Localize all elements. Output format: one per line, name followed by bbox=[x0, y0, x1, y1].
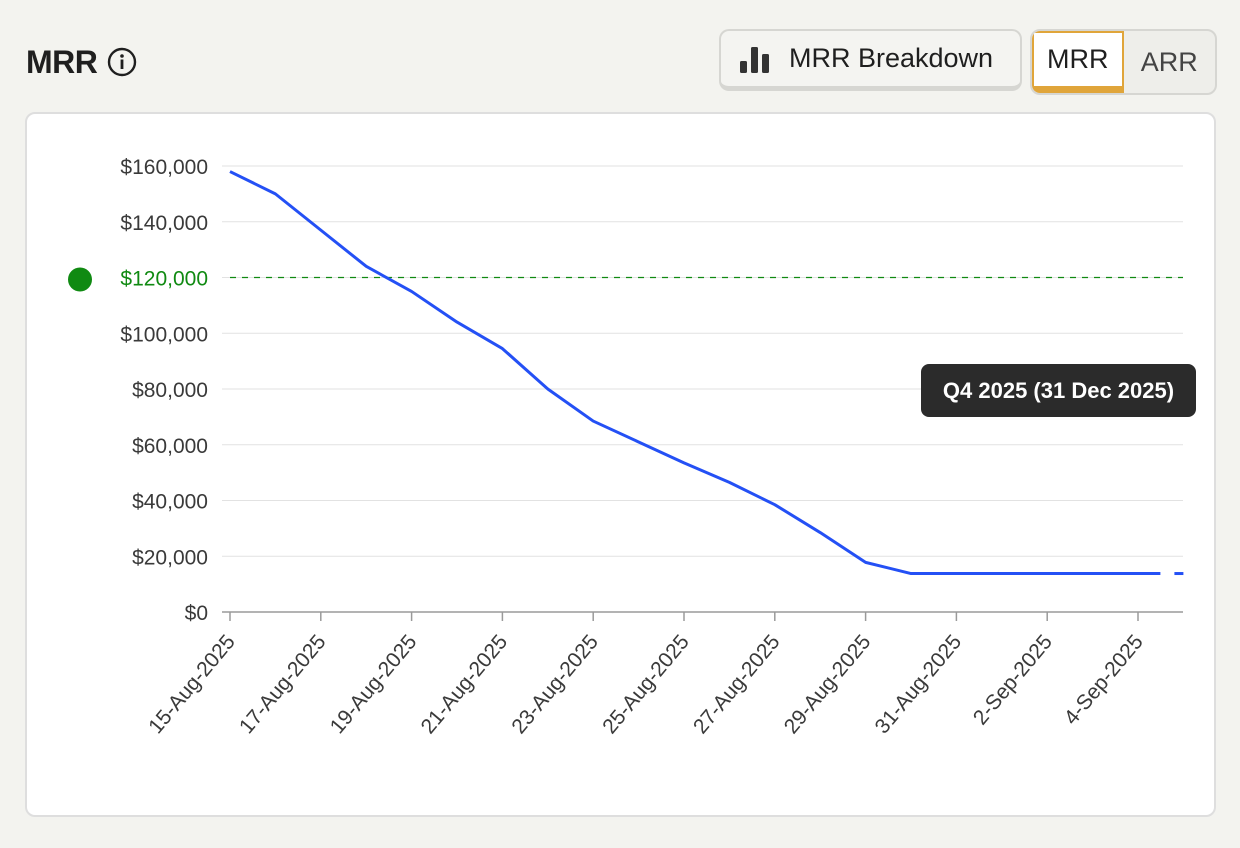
y-tick-label: $80,000 bbox=[132, 379, 208, 402]
target-marker-dot bbox=[68, 267, 92, 292]
x-tick-label: 25-Aug-2025 bbox=[598, 630, 694, 738]
bar-chart-icon bbox=[739, 44, 771, 74]
x-tick-label: 27-Aug-2025 bbox=[689, 630, 785, 738]
x-tick-label: 29-Aug-2025 bbox=[780, 630, 876, 738]
mrr-line-chart: $0 $20,000 $40,000 $60,000 $80,000 $100,000 $1… bbox=[68, 156, 1184, 738]
toggle-arr[interactable]: ARR bbox=[1140, 46, 1198, 77]
y-tick-label: $140,000 bbox=[120, 212, 208, 235]
x-tick-label: 31-Aug-2025 bbox=[871, 630, 967, 738]
x-tick-label: 17-Aug-2025 bbox=[235, 630, 331, 738]
title-row: MRR bbox=[26, 40, 137, 84]
y-tick-label: $0 bbox=[185, 602, 208, 625]
y-tick-label: $120,000 bbox=[120, 268, 208, 291]
mrr-breakdown-label: MRR Breakdown bbox=[789, 43, 994, 73]
x-tick-label: 2-Sep-2025 bbox=[969, 630, 1057, 729]
x-tick-label: 21-Aug-2025 bbox=[417, 630, 513, 738]
x-tick-label: 19-Aug-2025 bbox=[326, 630, 422, 738]
y-tick-label: $20,000 bbox=[132, 546, 208, 569]
x-tick-label: 15-Aug-2025 bbox=[144, 630, 240, 738]
target-tooltip: Q4 2025 (31 Dec 2025) bbox=[921, 364, 1196, 417]
mrr-breakdown-button[interactable]: MRR Breakdown bbox=[719, 29, 1022, 91]
x-tick-label: 23-Aug-2025 bbox=[507, 630, 603, 738]
y-tick-label: $60,000 bbox=[132, 435, 208, 458]
y-tick-label: $100,000 bbox=[120, 323, 208, 346]
page-title: MRR bbox=[26, 43, 98, 80]
y-tick-label: $160,000 bbox=[120, 156, 208, 179]
y-tick-label: $40,000 bbox=[132, 491, 208, 514]
x-tick-label: 4-Sep-2025 bbox=[1060, 630, 1148, 729]
mrr-series-line bbox=[229, 170, 1161, 576]
info-icon[interactable] bbox=[107, 47, 137, 77]
mrr-arr-toggle[interactable]: MRR ARR bbox=[1030, 29, 1217, 95]
toggle-mrr[interactable]: MRR bbox=[1032, 31, 1124, 93]
chart-card: $0 $20,000 $40,000 $60,000 $80,000 $100,000 $1… bbox=[25, 112, 1216, 817]
